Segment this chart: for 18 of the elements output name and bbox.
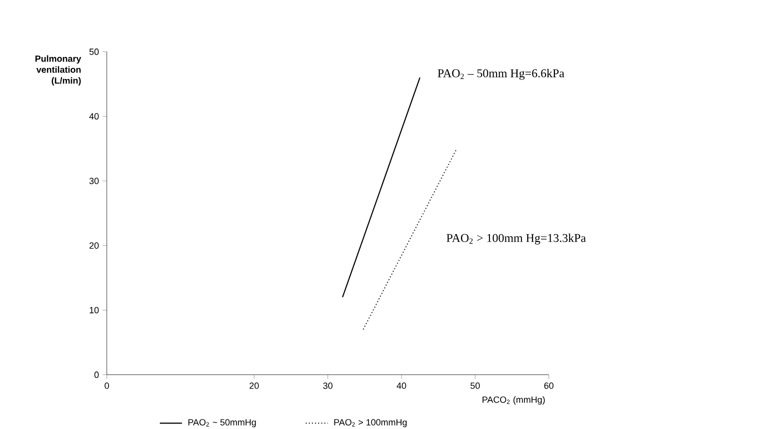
y-tick-label: 0 — [94, 372, 99, 378]
y-tick-label: 50 — [89, 48, 99, 55]
x-tick-label: 0 — [104, 382, 109, 389]
x-tick-label: 50 — [470, 382, 480, 389]
legend-label: PAO$_{2}$ > 100mmHg — [334, 419, 407, 428]
x-tick-label: 60 — [544, 382, 554, 389]
y-tick-label: 30 — [89, 178, 99, 184]
x-tick-label: 20 — [250, 382, 259, 389]
y-axis-title: Pulmonary ventilation (L/min) — [35, 55, 82, 86]
annotation: PAO$_{2}$ > 100mm Hg=13.3kPa — [446, 234, 586, 245]
y-tick-label: 20 — [90, 242, 99, 249]
x-tick-label: 30 — [323, 382, 332, 389]
y-tick-label: 10 — [90, 306, 99, 314]
x-axis-title: PACO$_{2}$ (mmHg) — [482, 396, 545, 405]
y-tick-label: 40 — [89, 113, 99, 120]
legend-label: PAO$_{2}$ ~ 50mmHg — [188, 419, 256, 428]
x-tick-label: 40 — [396, 382, 406, 389]
annotation: PAO$_{2}$ – 50mm Hg=6.6kPa — [438, 68, 564, 80]
